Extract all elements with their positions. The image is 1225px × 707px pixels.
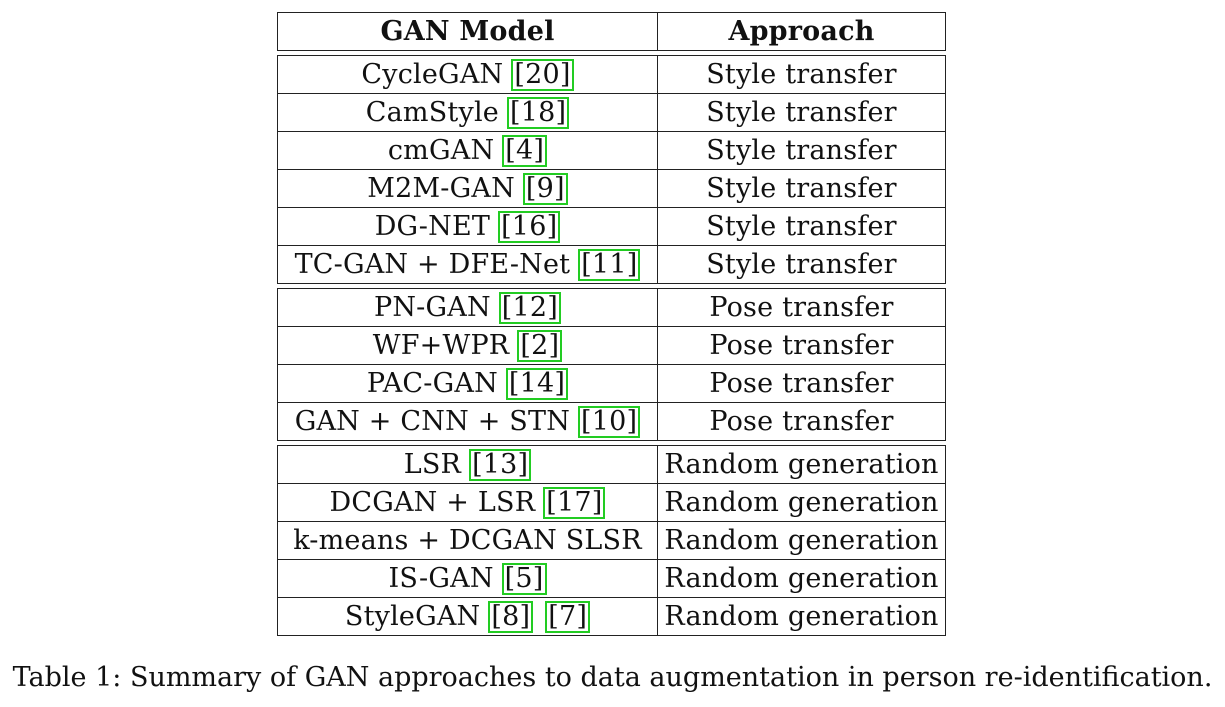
model-name: WF+WPR: [372, 330, 510, 361]
approach-cell: Pose transfer: [709, 406, 894, 437]
table-row: WF+WPR [2] Pose transfer: [277, 327, 946, 365]
citation-link[interactable]: [11]: [578, 248, 641, 281]
model-cell: DG-NET [16]: [278, 208, 658, 245]
table-row: CamStyle [18] Style transfer: [277, 94, 946, 132]
model-cell: cmGAN [4]: [278, 132, 658, 169]
header-gan-model: GAN Model: [278, 13, 658, 50]
citation-link[interactable]: [9]: [522, 172, 568, 205]
model-name: k-means + DCGAN SLSR: [293, 525, 642, 556]
table-row: PAC-GAN [14] Pose transfer: [277, 365, 946, 403]
model-name: DG-NET: [374, 211, 491, 242]
table-row: CycleGAN [20] Style transfer: [277, 56, 946, 94]
model-cell: k-means + DCGAN SLSR: [278, 522, 658, 559]
model-name: PAC-GAN: [366, 368, 498, 399]
model-cell: StyleGAN [8] [7]: [278, 598, 658, 635]
approach-cell: Style transfer: [706, 249, 897, 280]
model-cell: GAN + CNN + STN [10]: [278, 403, 658, 440]
header-row: GAN Model Approach: [277, 13, 946, 51]
citation-link[interactable]: [5]: [501, 562, 547, 595]
table-row: StyleGAN [8] [7] Random generation: [277, 598, 946, 636]
model-cell: TC-GAN + DFE-Net [11]: [278, 246, 658, 283]
citation-link[interactable]: [4]: [502, 134, 548, 167]
header-approach: Approach: [728, 16, 875, 47]
table-header: GAN Model Approach: [277, 12, 946, 51]
approach-cell: Random generation: [664, 487, 939, 518]
model-name: StyleGAN: [344, 601, 481, 632]
citation-link[interactable]: [10]: [578, 405, 641, 438]
citation-link[interactable]: [20]: [511, 58, 574, 91]
table-row: k-means + DCGAN SLSR Random generation: [277, 522, 946, 560]
model-cell: M2M-GAN [9]: [278, 170, 658, 207]
citation-link[interactable]: [16]: [498, 210, 561, 243]
summary-table: GAN Model Approach CycleGAN [20] Style tra…: [277, 12, 946, 636]
citation-link[interactable]: [18]: [506, 96, 570, 129]
model-cell: WF+WPR [2]: [278, 327, 658, 364]
model-name: cmGAN: [387, 135, 495, 166]
approach-cell: Pose transfer: [709, 368, 894, 399]
model-cell: CycleGAN [20]: [278, 56, 658, 93]
model-name: DCGAN + LSR: [329, 487, 536, 518]
approach-cell: Random generation: [664, 449, 939, 480]
model-cell: PN-GAN [12]: [278, 289, 658, 326]
model-cell: CamStyle [18]: [278, 94, 658, 131]
table-caption: Table 1: Summary of GAN approaches to da…: [12, 662, 1213, 693]
table-row: cmGAN [4] Style transfer: [277, 132, 946, 170]
model-cell: LSR [13]: [278, 446, 658, 483]
citation-link[interactable]: [13]: [469, 448, 532, 481]
citation-link[interactable]: [7]: [545, 600, 591, 633]
approach-cell: Random generation: [664, 601, 939, 632]
row-group: PN-GAN [12] Pose transfer WF+WPR [2] Pose tra…: [277, 288, 946, 441]
table-row: PN-GAN [12] Pose transfer: [277, 289, 946, 327]
table-row: DCGAN + LSR [17] Random generation: [277, 484, 946, 522]
citation-link[interactable]: [14]: [505, 367, 569, 400]
model-name: LSR: [403, 449, 462, 480]
model-cell: DCGAN + LSR [17]: [278, 484, 658, 521]
approach-cell: Style transfer: [706, 173, 897, 204]
model-cell: PAC-GAN [14]: [278, 365, 658, 402]
approach-cell: Style transfer: [706, 59, 897, 90]
table-row: IS-GAN [5] Random generation: [277, 560, 946, 598]
model-name: TC-GAN + DFE-Net: [294, 249, 571, 280]
table-body: CycleGAN [20] Style transfer CamStyle [18] St…: [277, 55, 946, 636]
table-row: DG-NET [16] Style transfer: [277, 208, 946, 246]
approach-cell: Random generation: [664, 525, 939, 556]
table-row: GAN + CNN + STN [10] Pose transfer: [277, 403, 946, 441]
row-group: LSR [13] Random generation DCGAN + LSR [17] R…: [277, 445, 946, 636]
model-name: M2M-GAN: [367, 173, 515, 204]
approach-cell: Style transfer: [706, 97, 897, 128]
approach-cell: Style transfer: [706, 211, 897, 242]
row-group: CycleGAN [20] Style transfer CamStyle [18] St…: [277, 55, 946, 284]
table-row: LSR [13] Random generation: [277, 446, 946, 484]
model-name: IS-GAN: [388, 563, 494, 594]
citation-link[interactable]: [2]: [517, 329, 563, 362]
model-name: CamStyle: [365, 97, 499, 128]
model-name: GAN + CNN + STN: [294, 406, 571, 437]
model-cell: IS-GAN [5]: [278, 560, 658, 597]
approach-cell: Pose transfer: [709, 292, 894, 323]
approach-cell: Style transfer: [706, 135, 897, 166]
citation-link[interactable]: [12]: [498, 291, 562, 324]
citation-link[interactable]: [17]: [543, 486, 606, 519]
table-row: TC-GAN + DFE-Net [11] Style transfer: [277, 246, 946, 284]
approach-cell: Random generation: [664, 563, 939, 594]
model-name: CycleGAN: [361, 59, 504, 90]
approach-cell: Pose transfer: [709, 330, 894, 361]
citation-link[interactable]: [8]: [488, 600, 534, 633]
model-name: PN-GAN: [373, 292, 491, 323]
table-row: M2M-GAN [9] Style transfer: [277, 170, 946, 208]
